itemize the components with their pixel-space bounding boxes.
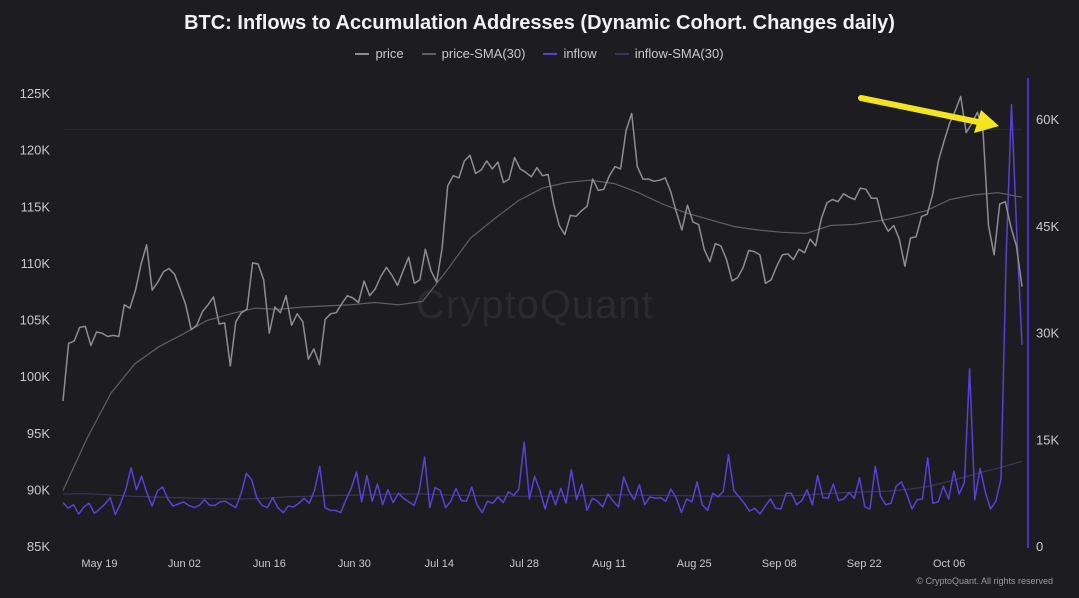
x-axis-tick: Jun 16 — [253, 558, 286, 570]
left-axis-tick: 105K — [20, 313, 51, 328]
series-inflow-line — [62, 104, 1023, 516]
left-axis-tick: 115K — [21, 199, 51, 214]
right-axis-tick: 60K — [1036, 112, 1059, 127]
x-axis-tick: Sep 08 — [762, 558, 797, 570]
legend-item-price[interactable]: price — [355, 46, 404, 61]
left-axis-tick: 90K — [27, 482, 50, 497]
left-axis-tick: 85K — [27, 539, 50, 554]
right-axis-tick: 15K — [1036, 432, 1059, 447]
left-axis-tick: 100K — [20, 369, 51, 384]
left-axis-tick: 110K — [21, 256, 51, 271]
legend-item-inflow-sma[interactable]: inflow-SMA(30) — [614, 46, 724, 61]
legend-swatch-inflow-sma — [614, 52, 629, 55]
legend-swatch-price-sma — [421, 52, 436, 55]
right-axis-tick: 30K — [1036, 326, 1059, 341]
x-axis-tick: May 19 — [81, 558, 117, 570]
legend-swatch-inflow — [543, 52, 558, 55]
legend-item-price-sma[interactable]: price-SMA(30) — [421, 46, 526, 61]
watermark: CryptoQuant — [416, 283, 654, 327]
legend-item-inflow[interactable]: inflow — [543, 46, 597, 61]
legend-label-price: price — [375, 46, 404, 61]
x-axis-tick: Oct 06 — [933, 558, 965, 570]
legend-swatch-price — [355, 52, 370, 55]
x-axis-tick: Jun 30 — [338, 558, 371, 570]
legend-label-price-sma: price-SMA(30) — [441, 46, 526, 61]
x-axis-tick: Jun 02 — [168, 558, 201, 570]
left-axis-tick: 95K — [27, 426, 50, 441]
right-axis-tick: 45K — [1036, 219, 1059, 234]
annotation-arrow-shaft — [858, 95, 981, 125]
copyright-footer: © CryptoQuant. All rights reserved — [916, 576, 1053, 586]
legend: price price-SMA(30) inflow inflow-SMA(30… — [0, 46, 1079, 61]
right-axis-tick: 0 — [1036, 539, 1043, 554]
series-price-line — [62, 95, 1023, 402]
x-axis-tick: Aug 25 — [677, 558, 712, 570]
left-axis-tick: 125K — [20, 86, 51, 101]
legend-label-inflow-sma: inflow-SMA(30) — [634, 46, 724, 61]
x-axis-tick: Aug 11 — [592, 558, 626, 570]
chart-title: BTC: Inflows to Accumulation Addresses (… — [184, 12, 895, 34]
annotation-arrow-head — [974, 110, 999, 133]
x-axis-tick: Sep 22 — [847, 558, 882, 570]
x-axis-tick: Jul 28 — [510, 558, 539, 570]
x-axis-tick: Jul 14 — [425, 558, 454, 570]
series-price-sma-line — [62, 179, 1023, 491]
legend-label-inflow: inflow — [563, 46, 597, 61]
left-axis-tick: 120K — [20, 143, 51, 158]
